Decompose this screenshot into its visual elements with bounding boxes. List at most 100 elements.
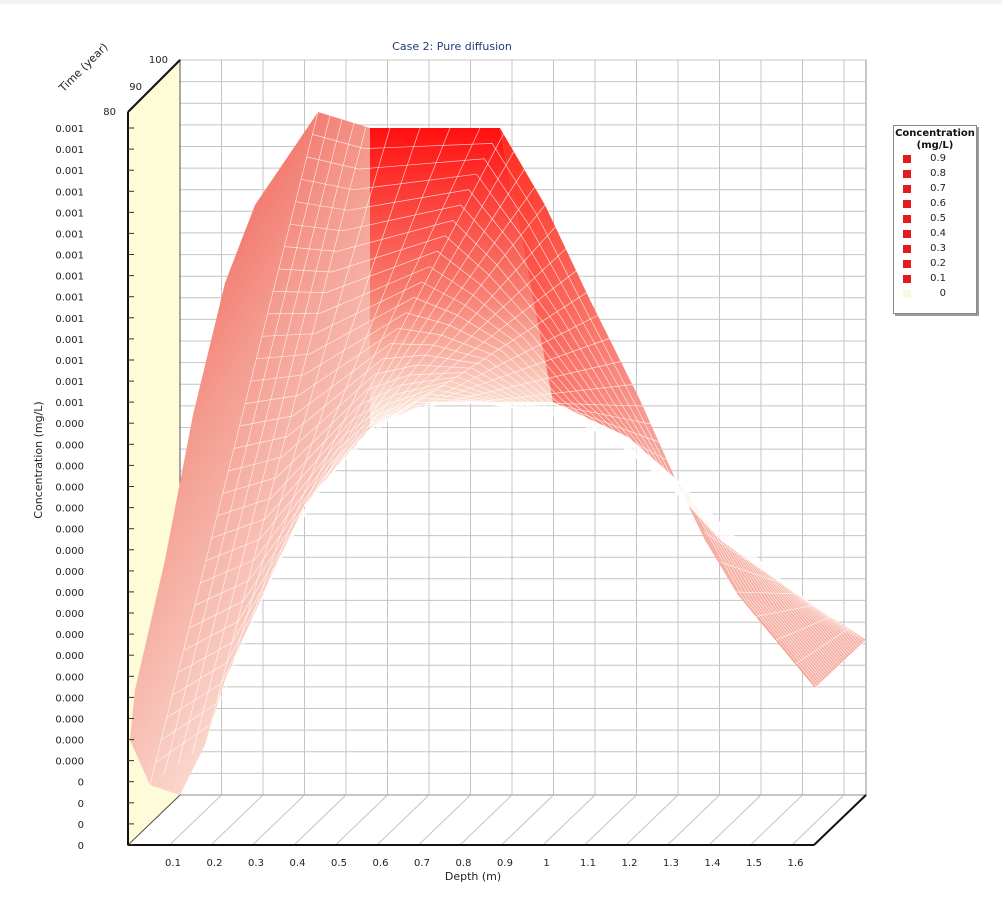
mesh-line xyxy=(252,127,451,622)
legend-swatch xyxy=(903,275,911,283)
mesh-line xyxy=(266,127,481,586)
floor-grid-line xyxy=(169,794,222,846)
floor-grid-line xyxy=(210,794,264,846)
top-depth-edge xyxy=(127,59,181,113)
mesh-line xyxy=(250,312,846,660)
z-axis-ticks: 80 90 100 xyxy=(103,55,168,118)
x-tick-label: 1.4 xyxy=(705,858,721,869)
y-tick-label: 0.000 xyxy=(55,567,84,578)
z-axis-label: Time (year) xyxy=(56,40,111,95)
y-tick-label: 0.001 xyxy=(55,356,84,367)
legend-label: 0 xyxy=(939,288,946,299)
floor-grid-line xyxy=(459,794,513,846)
mesh-line xyxy=(672,475,732,548)
y-axis-label: Concentration (mg/L) xyxy=(32,401,45,518)
x-tick-label: 1.2 xyxy=(622,858,638,869)
y-tick-label: 0.000 xyxy=(55,588,84,599)
legend-swatch xyxy=(903,200,911,208)
x-axis-ticks: 0.1 0.2 0.3 0.4 0.5 0.6 0.7 0.8 0.9 1 1.1 1.2 1.3 1.4… xyxy=(165,858,803,869)
y-tick-label: 0.000 xyxy=(55,440,84,451)
y-tick-label: 0.000 xyxy=(55,483,84,494)
y-tick-label: 0 xyxy=(78,841,84,852)
surface-right-tail xyxy=(675,478,866,688)
mesh-line xyxy=(211,380,834,671)
mesh-line xyxy=(177,119,343,765)
z-tick-label: 90 xyxy=(129,82,142,93)
floor-grid-line xyxy=(708,794,762,846)
mesh-line xyxy=(206,126,367,742)
legend-swatch xyxy=(903,170,911,178)
mesh-line xyxy=(245,327,845,662)
mesh-line xyxy=(233,354,841,665)
mesh-line xyxy=(163,115,331,775)
y-tick-label: 0 xyxy=(78,799,84,810)
y-tick-label: 0.001 xyxy=(55,124,84,135)
floor-plane xyxy=(126,794,868,846)
legend-swatch xyxy=(903,215,911,223)
mesh-line xyxy=(540,401,651,425)
legend-label: 0.2 xyxy=(930,258,946,269)
mesh-line xyxy=(287,151,515,543)
mesh-line xyxy=(795,628,849,665)
mesh-line xyxy=(391,292,587,419)
mesh-line xyxy=(720,561,780,583)
mesh-line xyxy=(273,250,853,654)
mesh-line xyxy=(177,401,824,681)
legend-entry: 0.8 xyxy=(894,167,976,182)
mesh-line xyxy=(205,384,833,673)
legend-swatch xyxy=(903,230,911,238)
concentration-surface xyxy=(130,111,867,795)
legend-label: 0.5 xyxy=(930,213,946,224)
y-tick-label: 0.000 xyxy=(55,630,84,641)
legend-title: Concentration (mg/L) xyxy=(895,128,975,151)
mesh-line xyxy=(687,501,748,560)
legend-entry: 0.4 xyxy=(894,227,976,242)
legend-entry: 0.6 xyxy=(894,197,976,212)
x-tick-label: 0.5 xyxy=(331,858,347,869)
floor-grid-line xyxy=(501,794,554,846)
x-tick-label: 0.3 xyxy=(248,858,264,869)
mesh-line xyxy=(564,407,659,443)
legend-entry: 0.9 xyxy=(894,152,976,167)
legend-entry: 0.1 xyxy=(894,272,976,287)
mesh-line xyxy=(621,434,686,493)
y-tick-label: 0.001 xyxy=(55,314,84,325)
x-tick-label: 1.1 xyxy=(580,858,596,869)
legend-swatch xyxy=(903,245,911,253)
legend-swatch xyxy=(903,155,911,163)
floor-grid-line xyxy=(376,794,430,846)
x-tick-label: 1.5 xyxy=(746,858,762,869)
x-tick-label: 0.9 xyxy=(497,858,513,869)
legend-label: 0.9 xyxy=(930,153,946,164)
y-tick-label: 0.000 xyxy=(55,651,84,662)
y-tick-label: 0.000 xyxy=(55,525,84,536)
floor-grid-line xyxy=(542,794,596,846)
mesh-line xyxy=(284,220,857,650)
y-tick-label: 0.001 xyxy=(55,187,84,198)
y-tick-label: 0.000 xyxy=(55,736,84,747)
mesh-line xyxy=(343,226,556,460)
y-tick-label: 0.001 xyxy=(55,293,84,304)
mesh-line xyxy=(191,123,355,755)
floor-grid-line xyxy=(750,794,803,846)
mesh-line xyxy=(183,401,826,679)
mesh-line xyxy=(736,591,796,595)
y-tick-label: 0.001 xyxy=(55,335,84,346)
legend-entry: 0.2 xyxy=(894,257,976,272)
mesh-line xyxy=(406,315,598,413)
y-tick-label: 0.000 xyxy=(55,419,84,430)
x-tick-label: 0.4 xyxy=(290,858,306,869)
mesh-line xyxy=(200,389,831,674)
mesh-line xyxy=(583,416,668,461)
legend-entry: 0.7 xyxy=(894,182,976,197)
legend-label: 0.8 xyxy=(930,168,946,179)
mesh-line xyxy=(217,376,836,670)
mesh-line xyxy=(660,465,717,536)
z-tick-label: 80 xyxy=(103,107,116,118)
floor-grid-line xyxy=(584,794,637,846)
mesh-line xyxy=(236,127,421,662)
legend-entry: 0 xyxy=(894,287,976,302)
z-tick-label: 100 xyxy=(149,55,168,66)
legend-entries: 0.9 0.8 0.7 0.6 0.5 0.4 0.3 0.2 0.1 0 xyxy=(894,152,976,302)
surface-plateau xyxy=(370,128,553,428)
